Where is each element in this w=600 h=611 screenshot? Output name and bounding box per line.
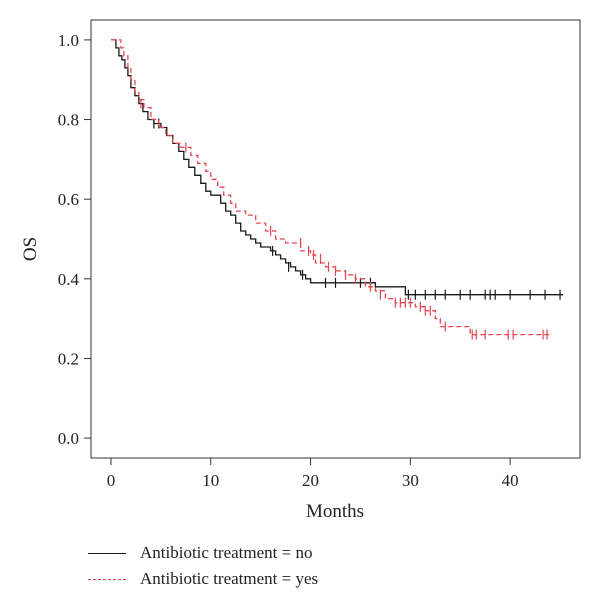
x-axis-title: Months [306,501,364,522]
x-tick-label: 30 [402,471,419,490]
series-no [111,39,563,300]
legend-label-no: Antibiotic treatment = no [140,543,313,562]
y-tick-label: 0.4 [58,270,80,289]
x-tick-label: 10 [202,471,219,490]
legend-swatch-no [88,552,126,554]
survival-curve-yes [111,39,551,336]
y-axis-title: OS [20,237,41,261]
x-tick-label: 20 [302,471,319,490]
y-tick-label: 0.8 [58,111,79,130]
x-tick-label: 0 [107,471,116,490]
legend-item-yes: Antibiotic treatment = yes [88,566,318,592]
plot-frame [90,19,581,459]
y-tick-label: 0.6 [58,190,79,209]
survival-curve-no [111,39,563,296]
series-yes [111,39,551,340]
legend-label-yes: Antibiotic treatment = yes [140,569,319,588]
legend: Antibiotic treatment = no Antibiotic tre… [88,540,318,592]
x-tick-label: 40 [502,471,519,490]
y-tick-label: 0.2 [58,349,79,368]
legend-swatch-yes [88,578,126,580]
legend-item-no: Antibiotic treatment = no [88,540,318,566]
y-tick-label: 1.0 [58,31,79,50]
y-tick-label: 0.0 [58,429,79,448]
